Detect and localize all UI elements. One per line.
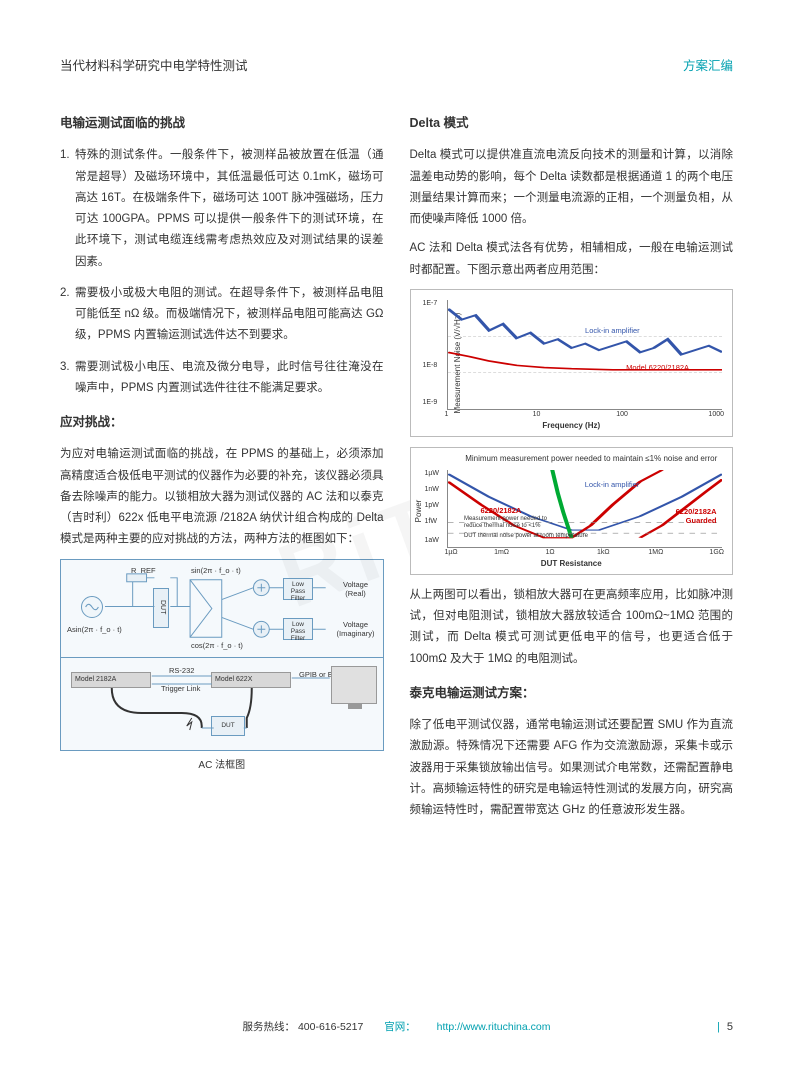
chart2-ytick: 1µW (425, 468, 440, 481)
voltage-real-label: Voltage (Real) (335, 580, 377, 598)
chart2-legend-lockin: Lock-in amplifier (585, 478, 640, 492)
right-column: Delta 模式 Delta 模式可以提供准直流电流反向技术的测量和计算，以消除… (410, 106, 734, 829)
chart1-xtick: 1 (445, 409, 449, 422)
chart2-ytick: 1fW (425, 516, 437, 529)
challenge-item: 需要测试极小电压、电流及微分电导，此时信号往往淹没在噪声中，PPMS 内置测试选… (60, 357, 384, 400)
lpf-box: Low Pass Filter (283, 618, 313, 640)
chart2-xtick: 1mΩ (494, 547, 509, 560)
chart2-note1: Measurement power needed to reduce therm… (464, 516, 554, 529)
page-header: 当代材料科学研究中电学特性测试 方案汇编 (60, 55, 733, 78)
chart1-ytick: 1E-7 (423, 298, 438, 311)
site-url: http://www.rituchina.com (437, 1021, 551, 1033)
content: 电输运测试面临的挑战 特殊的测试条件。一般条件下，被测样品被放置在低温（通常是超… (60, 106, 733, 829)
chart2-ytick: 1aW (425, 535, 439, 548)
site-label: 官网： (384, 1021, 416, 1033)
section-title-delta: Delta 模式 (410, 112, 734, 135)
response-para: 为应对电输运测试面临的挑战，在 PPMS 的基础上，必须添加高精度适合极低电平测… (60, 444, 384, 550)
page-number: | 5 (717, 1017, 733, 1037)
delta-para-1: Delta 模式可以提供准直流电流反向技术的测量和计算，以消除温差电动势的影响，… (410, 145, 734, 230)
ac-diagram: R_REF sin(2π · f_o · t) cos(2π · f_o · t… (60, 559, 384, 751)
header-category: 方案汇编 (683, 55, 733, 78)
chart1-legend-lockin: Lock-in amplifier (585, 324, 640, 338)
challenge-item: 特殊的测试条件。一般条件下，被测样品被放置在低温（通常是超导）及磁场环境中，其低… (60, 145, 384, 273)
chart2-xtick: 1MΩ (648, 547, 663, 560)
left-column: 电输运测试面临的挑战 特殊的测试条件。一般条件下，被测样品被放置在低温（通常是超… (60, 106, 384, 829)
header-title: 当代材料科学研究中电学特性测试 (60, 55, 248, 78)
chart1-xlabel: Frequency (Hz) (542, 419, 600, 434)
ac-diagram-top: R_REF sin(2π · f_o · t) cos(2π · f_o · t… (61, 560, 383, 658)
section-title-tek: 泰克电输运测试方案： (410, 682, 734, 705)
challenge-item: 需要极小或极大电阻的测试。在超导条件下，被测样品电阻可能低至 nΩ 级。而极端情… (60, 283, 384, 347)
diagram-caption: AC 法框图 (60, 757, 384, 776)
chart2-note2: DUT thermal noise power at room temperat… (464, 531, 588, 542)
chart2-title: Minimum measurement power needed to main… (411, 452, 733, 467)
chart1-xtick: 100 (616, 409, 628, 422)
chart2-xlabel: DUT Resistance (541, 557, 602, 572)
challenges-list: 特殊的测试条件。一般条件下，被测样品被放置在低温（通常是超导）及磁场环境中，其低… (60, 145, 384, 399)
voltage-imag-label: Voltage (Imaginary) (335, 620, 377, 638)
chart2-plot: Lock-in amplifier 6220/2182A 6220/2182A … (447, 470, 723, 548)
ac-diagram-bottom: Model 2182A Model 622X RS-232 Trigger Li… (61, 658, 383, 750)
power-resistance-chart: Minimum measurement power needed to main… (410, 447, 734, 575)
tek-para: 除了低电平测试仪器，通常电输运测试还要配置 SMU 作为直流激励源。特殊情况下还… (410, 715, 734, 821)
hotline-label: 服务热线： (243, 1021, 296, 1033)
page-number-value: 5 (727, 1021, 733, 1033)
chart2-ytick: 1pW (425, 500, 439, 513)
chart2-xtick: 1GΩ (709, 547, 724, 560)
chart2-ytick: 1nW (425, 484, 439, 497)
chart2-legend-guarded: 6220/2182A Guarded (657, 508, 717, 525)
page-footer: 服务热线： 400-616-5217 官网： http://www.rituch… (0, 1018, 793, 1037)
page-number-pipe: | (717, 1021, 720, 1033)
chart1-xtick: 1000 (708, 409, 724, 422)
section-title-challenges: 电输运测试面临的挑战 (60, 112, 384, 135)
lpf-box: Low Pass Filter (283, 578, 313, 600)
chart2-xtick: 1µΩ (445, 547, 458, 560)
chart1-ytick: 1E-9 (423, 397, 438, 410)
chart1-xtick: 10 (533, 409, 541, 422)
section-title-response: 应对挑战： (60, 411, 384, 434)
chart1-plot: Lock-in amplifier Model 6220/2182A (447, 300, 723, 410)
chart1-ytick: 1E-8 (423, 360, 438, 373)
noise-frequency-chart: Measurement Noise (V/√Hz) Lock-in amplif… (410, 289, 734, 437)
comparison-para: 从上两图可以看出，锁相放大器可在更高频率应用，比如脉冲测试，但对电阻测试，锁相放… (410, 585, 734, 670)
hotline-number: 400-616-5217 (298, 1021, 363, 1033)
delta-para-2: AC 法和 Delta 模式法各有优势，相辅相成，一般在电输运测试时都配置。下图… (410, 238, 734, 281)
chart1-legend-model: Model 6220/2182A (626, 361, 689, 375)
